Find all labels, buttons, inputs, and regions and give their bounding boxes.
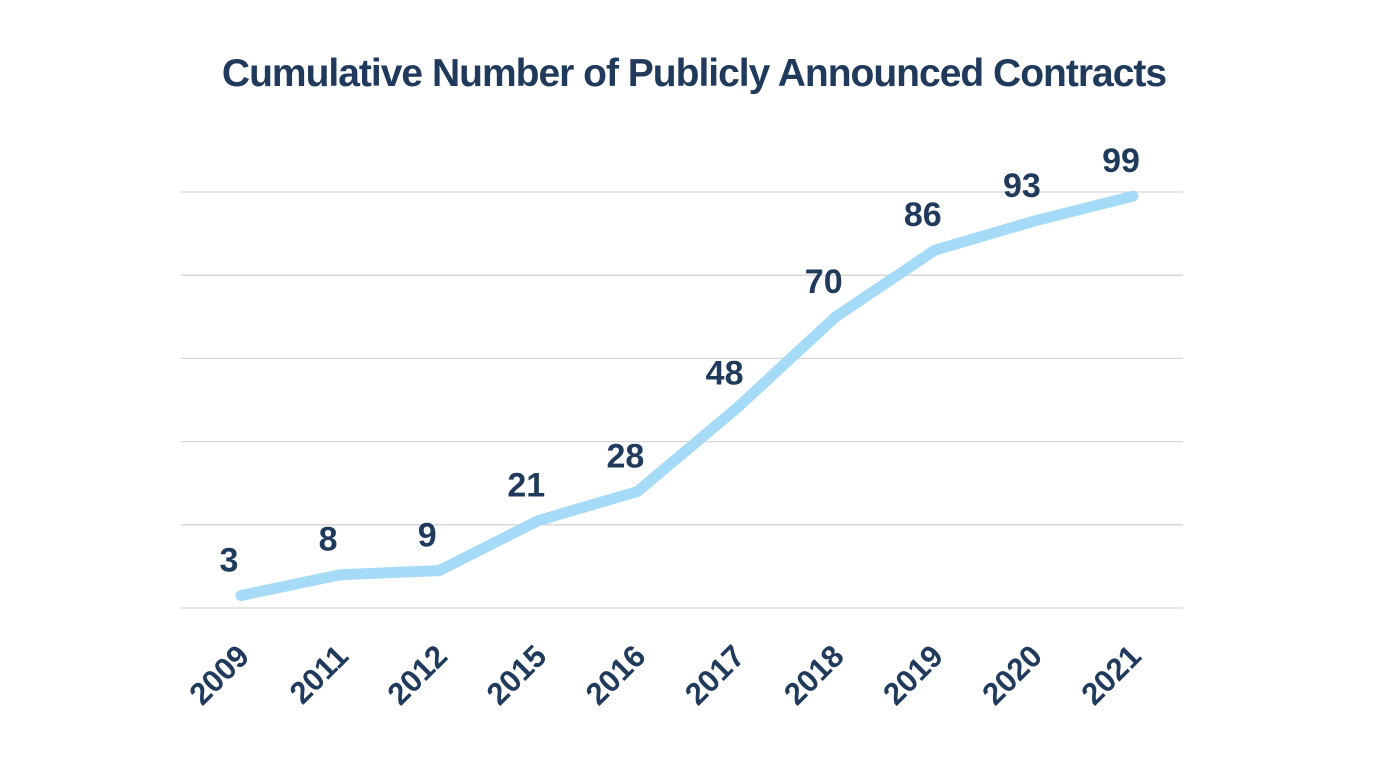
x-axis-label: 2019: [876, 638, 950, 712]
x-axis-label: 2012: [381, 638, 455, 712]
x-axis-label: 2009: [182, 638, 256, 712]
data-label: 99: [1102, 142, 1140, 180]
data-label: 3: [220, 542, 239, 580]
data-label: 28: [606, 438, 644, 476]
data-label: 93: [1003, 167, 1041, 205]
data-label: 48: [706, 354, 744, 392]
x-axis-label: 2011: [283, 638, 355, 710]
series-line: [235, 190, 1139, 601]
data-label: 9: [418, 517, 437, 555]
x-axis-label: 2015: [480, 638, 554, 712]
x-axis-label: 2017: [678, 638, 752, 712]
x-axis-label: 2016: [579, 638, 653, 712]
x-axis-label: 2021: [1074, 638, 1148, 712]
x-axis-label: 2020: [975, 638, 1049, 712]
chart-title: Cumulative Number of Publicly Announced …: [221, 52, 1167, 95]
data-label: 8: [319, 521, 338, 559]
x-axis-label: 2018: [777, 638, 851, 712]
data-label: 86: [904, 196, 942, 234]
data-label: 70: [805, 263, 843, 301]
data-label: 21: [507, 467, 545, 505]
